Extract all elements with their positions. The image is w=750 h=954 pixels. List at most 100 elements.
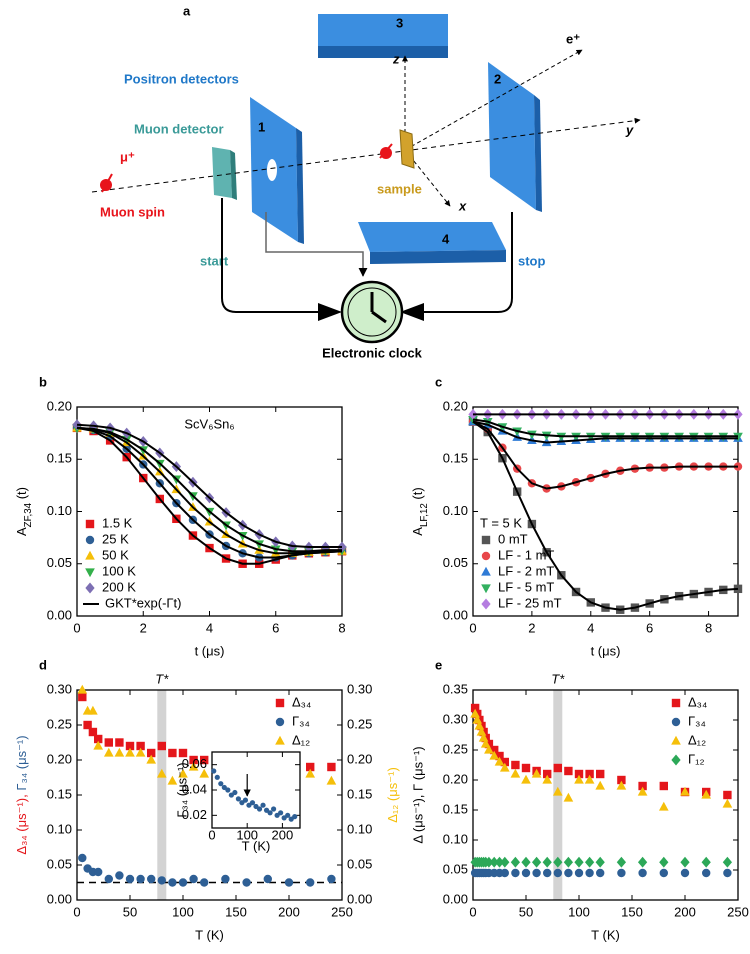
data-point [103, 747, 114, 757]
data-point [249, 800, 256, 806]
y-tick-label: 0.00 [443, 607, 468, 622]
stop-label: stop [518, 253, 546, 268]
y-tick-label: 0.35 [443, 681, 468, 696]
data-point [305, 768, 316, 778]
legend-label: Δ₃₄ [688, 694, 707, 709]
x-axis-label: t (μs) [591, 643, 621, 658]
legend-label: 0 mT [498, 531, 528, 546]
data-point [722, 856, 733, 868]
data-point [499, 762, 510, 772]
data-point [596, 868, 605, 878]
positron-detectors-label: Positron detectors [124, 71, 239, 86]
y2-tick-label: 0.00 [347, 891, 372, 906]
x-tick-label: 0 [469, 904, 476, 919]
y-tick-label: 0.05 [443, 861, 468, 876]
y-tick-label: 0.10 [47, 503, 72, 518]
data-point [221, 874, 230, 884]
data-point [306, 762, 315, 772]
data-point [595, 856, 605, 868]
plot-frame [76, 689, 343, 901]
data-point [616, 856, 627, 868]
data-point [489, 750, 500, 760]
plot-frame [211, 751, 301, 829]
panel-label: e [435, 657, 442, 672]
data-point [200, 755, 209, 765]
legend-marker [671, 754, 681, 766]
data-point [242, 797, 249, 803]
fit-line [76, 426, 342, 555]
legend-label: GKT*exp(-Γt) [105, 595, 182, 610]
data-point [521, 774, 531, 784]
legend-label: Γ₃₄ [292, 713, 310, 728]
y-tick-label: 0.20 [47, 751, 72, 766]
data-point [147, 748, 156, 758]
detector-plate [318, 14, 448, 46]
y-axis-label: ALF,12 (t) [410, 487, 430, 535]
data-point [521, 868, 531, 878]
fit-line [472, 420, 739, 611]
detector-plate [358, 222, 506, 252]
data-point [157, 876, 166, 885]
data-point [564, 766, 573, 776]
start-label: start [200, 253, 229, 268]
data-point [327, 762, 336, 772]
data-point [484, 856, 494, 868]
panel-label: c [435, 374, 442, 389]
y-tick-label: 0.15 [443, 451, 468, 466]
y-tick-label: 0.10 [443, 831, 468, 846]
data-point [584, 774, 595, 784]
data-point [326, 775, 337, 785]
data-point [637, 786, 648, 796]
data-point [104, 738, 113, 747]
data-point [596, 769, 605, 779]
data-point [616, 780, 627, 790]
data-point [701, 789, 712, 799]
data-point [494, 856, 505, 868]
data-point [542, 856, 552, 868]
x-tick-label: 4 [587, 620, 594, 635]
data-point [125, 874, 135, 884]
data-point [494, 756, 505, 766]
y-tick-label: 0.20 [443, 398, 468, 413]
y-tick-label: 0.25 [443, 741, 468, 756]
data-point [78, 692, 87, 702]
fit-line [472, 420, 738, 444]
detector-edge [318, 46, 448, 58]
data-point [510, 768, 521, 778]
legend-marker [275, 717, 285, 727]
legend-marker [481, 535, 491, 545]
label-part: Δ₃₄ (μs⁻¹), [14, 791, 29, 855]
positron-label: e⁺ [566, 31, 580, 46]
y2-tick-label: 0.25 [347, 716, 372, 731]
y-axis-label: Δ (μs⁻¹), Γ (μs⁻¹) [410, 746, 425, 843]
detector-hole [267, 159, 277, 181]
data-point [553, 763, 562, 773]
data-point [637, 856, 648, 868]
data-point [292, 814, 298, 820]
data-point [574, 774, 584, 784]
plot-frame [472, 689, 739, 901]
detector-number: 1 [258, 119, 265, 134]
x-tick-label: 0 [469, 620, 476, 635]
highlight-label: T* [155, 671, 169, 686]
data-point [225, 787, 231, 793]
y2-tick-label: 0.05 [347, 856, 372, 871]
data-point [659, 868, 668, 878]
data-point [115, 738, 124, 747]
data-point [585, 769, 594, 779]
legend-marker [671, 698, 681, 708]
data-point [658, 801, 669, 811]
x-tick-label: 6 [272, 620, 279, 635]
muon-label: μ⁺ [120, 149, 135, 164]
legend-label: 1.5 K [102, 515, 133, 530]
y-tick-label: 0.00 [443, 891, 468, 906]
x-tick-label: 8 [338, 620, 345, 635]
x-axis-label: T (K) [591, 927, 620, 942]
data-point [156, 768, 167, 778]
data-point [178, 768, 188, 778]
legend-label: Δ₁₂ [688, 732, 706, 747]
data-point [702, 868, 711, 878]
data-point [267, 810, 273, 816]
legend-label: LF - 2 mT [498, 563, 554, 578]
